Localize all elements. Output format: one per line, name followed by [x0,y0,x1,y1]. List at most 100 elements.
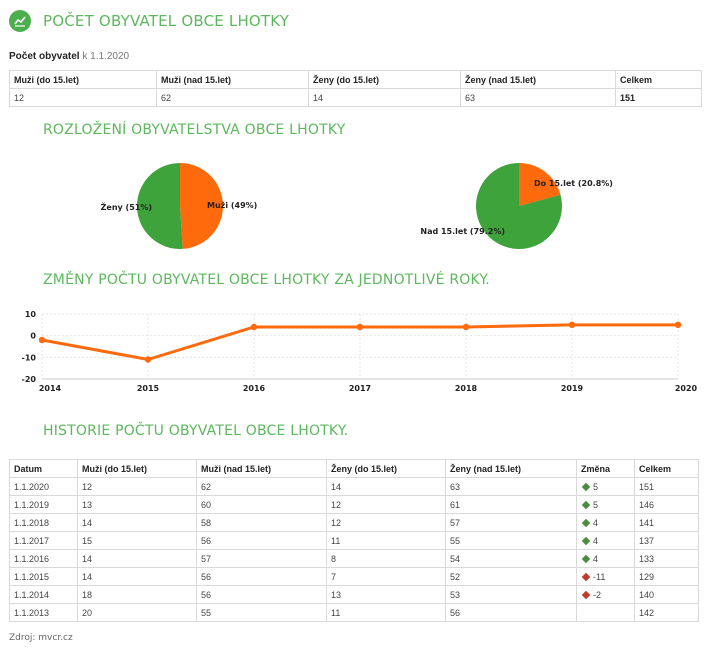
data-point [462,323,470,331]
data-point [144,356,152,363]
y-tick-label: -10 [22,353,37,362]
increase-icon [581,536,591,546]
table-cell: 8 [326,549,446,568]
change-value: 4 [593,553,599,564]
table-cell: 1.1.2019 [9,495,78,514]
line-chart-icon [9,10,31,32]
table-cell: 14 [77,549,197,568]
summary-total: 151 [615,88,702,107]
table-cell: 14 [77,567,197,586]
y-tick-label: 0 [30,332,36,341]
table-cell: 142 [634,603,699,622]
table-cell: 61 [445,495,577,514]
data-point [568,321,576,329]
table-cell: 52 [445,567,577,586]
table-cell: 57 [196,549,327,568]
table-cell: 63 [445,477,577,496]
history-col-header: Muži (do 15.let) [77,459,197,478]
changes-title: ZMĚNY POČTU OBYVATEL OBCE LHOTKY ZA JEDN… [43,272,490,288]
pie-slice [519,163,561,206]
history-col-header: Datum [9,459,78,478]
pie-label: Ženy (51%) [101,201,152,212]
x-tick-label: 2015 [137,384,160,393]
table-cell: 137 [634,531,699,550]
table-cell: 53 [445,585,577,604]
change-cell: 4 [576,549,635,568]
pie-slice [136,163,183,249]
change-cell [576,603,635,622]
table-cell: 54 [445,549,577,568]
page-title: POČET OBYVATEL OBCE LHOTKY [43,12,290,30]
summary-value: 12 [9,88,157,107]
increase-icon [581,482,591,492]
history-title: HISTORIE POČTU OBYVATEL OBCE LHOTKY. [43,423,349,439]
table-cell: 58 [196,513,327,532]
summary-header-row: Muži (do 15.let) Muži (nad 15.let) Ženy … [9,70,702,89]
summary-value-row: 12 62 14 63 151 [9,88,702,107]
change-cell: -11 [576,567,635,586]
change-value: 4 [593,517,599,528]
change-value: 4 [593,535,599,546]
table-cell: 14 [77,513,197,532]
x-tick-label: 2018 [455,384,478,393]
table-cell: 11 [326,603,446,622]
pie-slice [180,163,223,249]
table-cell: 12 [77,477,197,496]
change-value: -11 [593,571,606,582]
pie-label: Muži (49%) [207,201,257,210]
table-cell: 1.1.2016 [9,549,78,568]
table-cell: 133 [634,549,699,568]
history-col-header: Celkem [634,459,699,478]
summary-col-header: Muži (nad 15.let) [156,70,309,89]
y-tick-label: 10 [25,310,37,319]
table-cell: 56 [445,603,577,622]
increase-icon [581,500,591,510]
source-note: Zdroj: mvcr.cz [9,633,73,643]
table-cell: 12 [326,513,446,532]
summary-value: 62 [156,88,309,107]
distribution-title: ROZLOŽENÍ OBYVATELSTVA OBCE LHOTKY [43,122,346,138]
table-cell: 1.1.2013 [9,603,78,622]
table-cell: 62 [196,477,327,496]
increase-icon [581,518,591,528]
table-cell: 55 [445,531,577,550]
change-cell: 5 [576,495,635,514]
table-row: 1.1.2015 14 56 7 52 -11 129 [9,567,699,586]
x-tick-label: 2019 [561,384,584,393]
summary-value: 14 [308,88,461,107]
y-tick-label: -20 [22,375,37,384]
table-cell: 1.1.2014 [9,585,78,604]
table-cell: 56 [196,567,327,586]
change-cell: 5 [576,477,635,496]
change-cell: 4 [576,513,635,532]
summary-value: 63 [460,88,616,107]
table-cell: 140 [634,585,699,604]
table-row: 1.1.2018 14 58 12 57 4 141 [9,513,699,532]
table-row: 1.1.2014 18 56 13 53 -2 140 [9,585,699,604]
summary-table: Muži (do 15.let) Muži (nad 15.let) Ženy … [9,70,702,107]
increase-icon [581,554,591,564]
decrease-icon [581,572,591,582]
table-cell: 12 [326,495,446,514]
x-tick-label: 2014 [39,384,62,393]
table-row: 1.1.2020 12 62 14 63 5 151 [9,477,699,496]
change-value: 5 [593,499,599,510]
summary-date: k 1.1.2020 [82,51,130,62]
decrease-icon [581,590,591,600]
table-row: 1.1.2017 15 56 11 55 4 137 [9,531,699,550]
summary-col-header: Muži (do 15.let) [9,70,157,89]
pie-slice [476,163,562,249]
table-cell: 13 [326,585,446,604]
table-cell: 1.1.2015 [9,567,78,586]
table-cell: 56 [196,531,327,550]
history-col-header: Ženy (nad 15.let) [445,459,577,478]
change-value: -2 [593,589,602,600]
change-cell: -2 [576,585,635,604]
history-col-header: Změna [576,459,635,478]
table-row: 1.1.2013 20 55 11 56 142 [9,603,699,622]
table-cell: 60 [196,495,327,514]
table-cell: 55 [196,603,327,622]
distribution-pies: Muži (49%) Ženy (51%) Do 15.let (20.8%) Nad… [101,163,613,249]
table-cell: 13 [77,495,197,514]
history-header-row: Datum Muži (do 15.let) Muži (nad 15.let)… [9,459,699,478]
